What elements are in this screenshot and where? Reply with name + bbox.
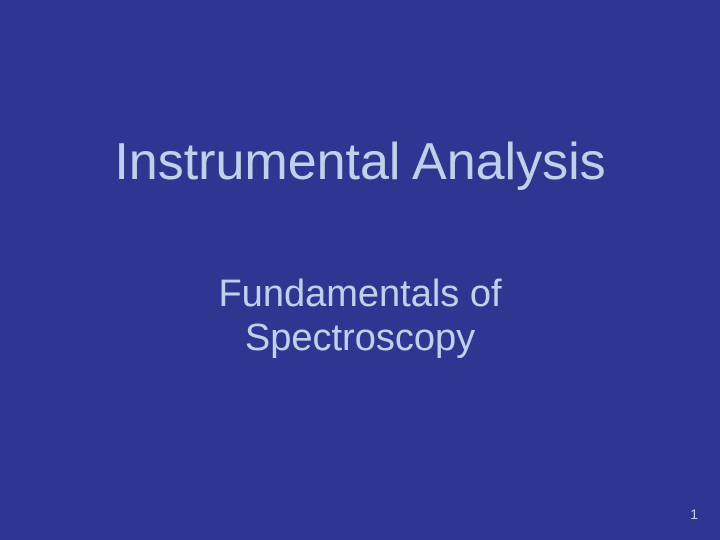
subtitle-line-2: Spectroscopy [245, 317, 475, 359]
subtitle-line-1: Fundamentals of [218, 273, 501, 315]
slide-subtitle: Fundamentals of Spectroscopy [218, 273, 501, 360]
page-number: 1 [690, 506, 698, 522]
slide: Instrumental Analysis Fundamentals of Sp… [0, 0, 720, 540]
slide-title: Instrumental Analysis [114, 134, 605, 191]
